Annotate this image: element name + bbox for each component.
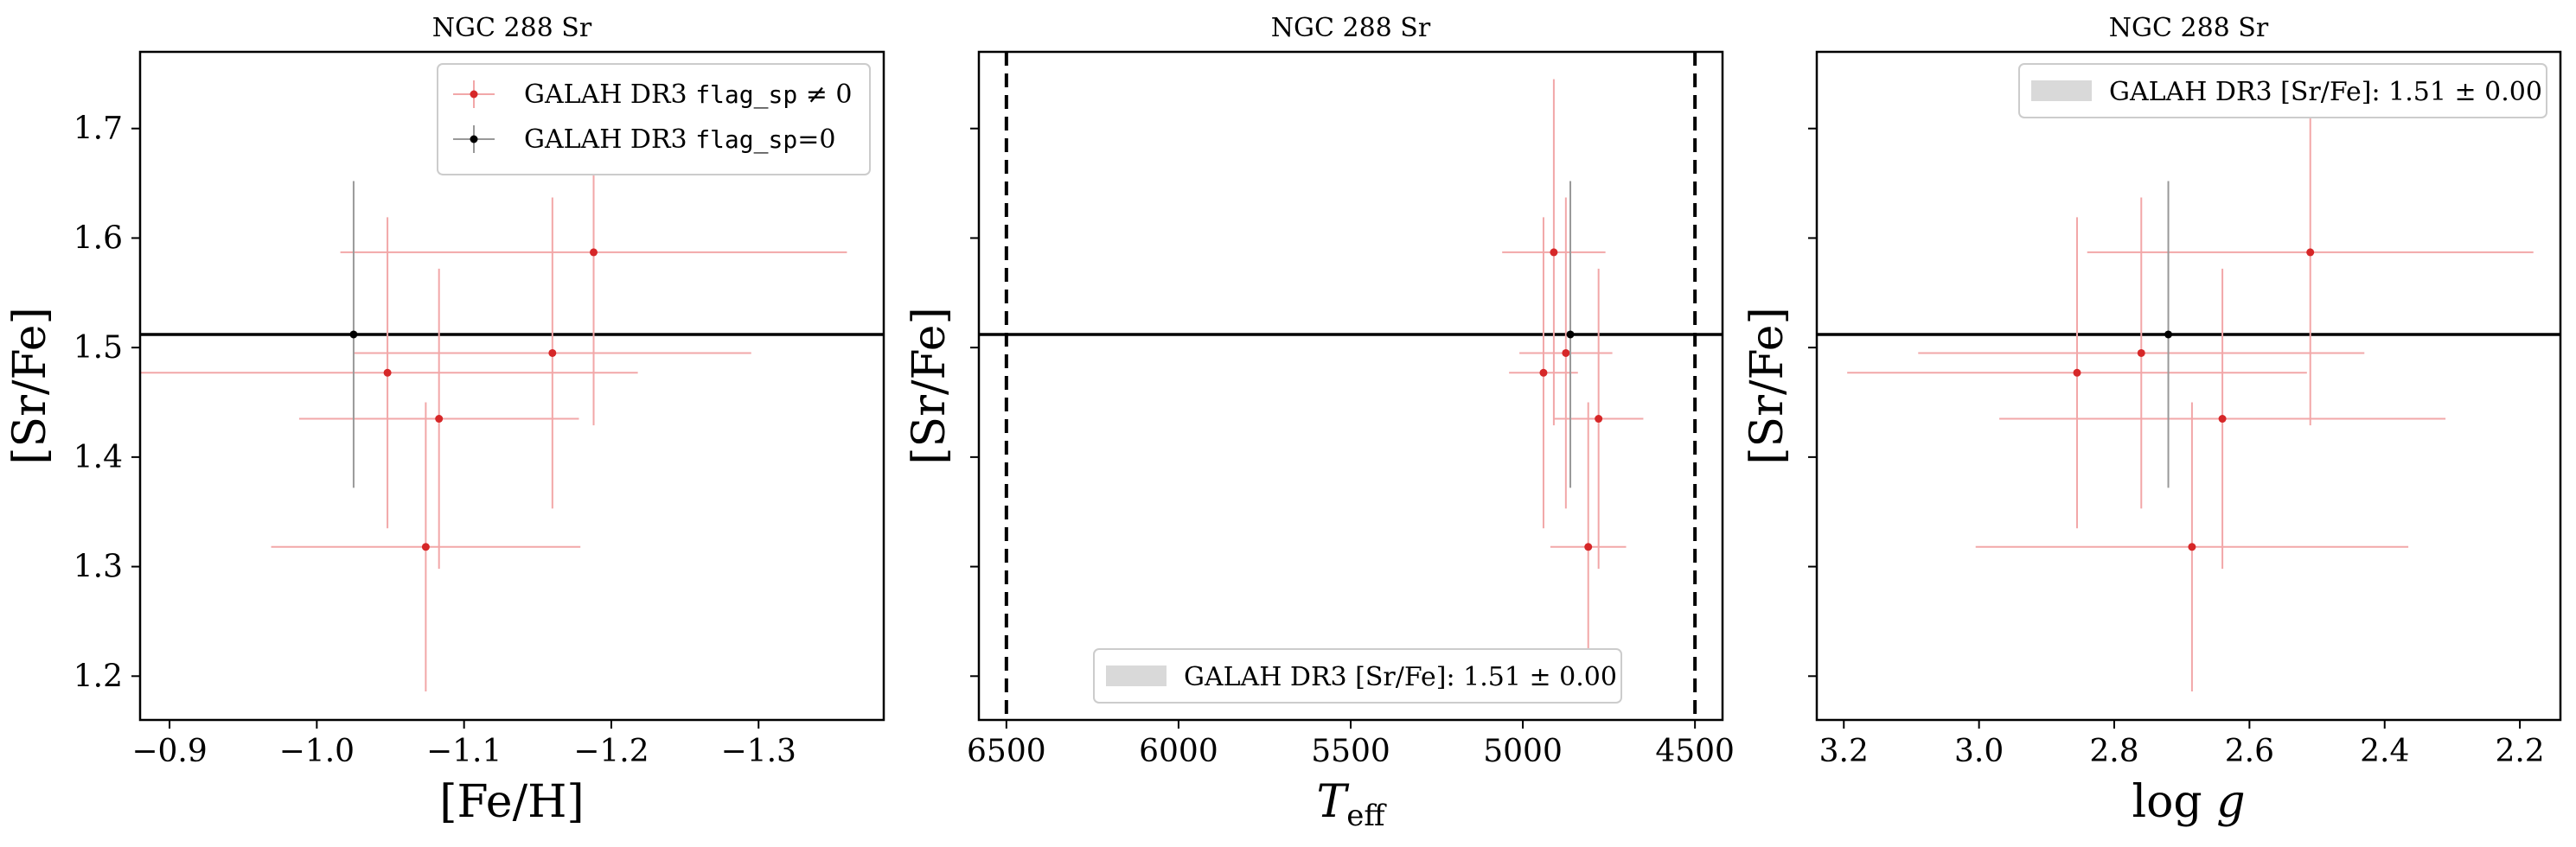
panel-2: 6500 6000 5500 5000 4500 NGC 288 Sr Teff [Sr/Fe… (904, 13, 1735, 833)
legend-entry-text: GALAH DR3 [Sr/Fe]: 1.51 ± 0.00 (2109, 77, 2542, 107)
x-axis-label: log g (2132, 776, 2245, 828)
y-tick-label: 1.6 (74, 220, 123, 256)
legend-entry-text: GALAH DR3 flag_sp=0 (524, 124, 835, 155)
y-axis-label: [Sr/Fe] (1742, 307, 1793, 465)
data-point-flag-nonzero (1550, 248, 1558, 257)
data-point-flag-nonzero (590, 248, 598, 257)
x-tick-label: 2.4 (2360, 734, 2409, 769)
data-point-flag-nonzero (383, 368, 392, 377)
panel-1: −0.9 −1.0 −1.1 −1.2 −1.3 1.2 1.3 1.4 1.5 1.6 1.7 NG… (4, 13, 885, 828)
y-tick-label: 1.2 (74, 659, 123, 694)
x-tick-label: 3.0 (1954, 734, 2004, 769)
plot-frame (1815, 50, 2562, 722)
legend-marker-point (470, 135, 478, 143)
x-tick-label: 4500 (1655, 734, 1735, 769)
data-point-flag-nonzero (2306, 248, 2315, 257)
x-tick-label: −0.9 (131, 734, 207, 769)
x-tick-label: −1.2 (573, 734, 649, 769)
data-point-flag-zero (2164, 330, 2173, 339)
data-point-flag-nonzero (2073, 368, 2081, 377)
legend-entry-text: GALAH DR3 flag_sp ≠ 0 (524, 80, 853, 110)
data-point-flag-nonzero (2188, 543, 2196, 551)
x-tick-label: 2.2 (2495, 734, 2544, 769)
legend-box (1093, 648, 1622, 704)
x-tick-label: 5500 (1311, 734, 1390, 769)
data-point-flag-nonzero (1539, 368, 1548, 377)
data-point-flag-nonzero (548, 348, 557, 357)
legend: GALAH DR3 [Sr/Fe]: 1.51 ± 0.00 (2018, 63, 2547, 118)
data-point-flag-nonzero (435, 415, 444, 424)
plot-frame (977, 50, 1724, 722)
data-point-flag-zero (349, 330, 358, 339)
legend-entry-prefix: GALAH DR3 (524, 80, 695, 110)
legend-entry-suffix: =0 (797, 124, 835, 155)
legend-entry-prefix: GALAH DR3 (524, 124, 695, 155)
panel-title: NGC 288 Sr (2109, 13, 2269, 43)
x-axis-label: [Fe/H] (439, 776, 584, 828)
data-point-flag-nonzero (1584, 543, 1593, 551)
data-point-flag-nonzero (2218, 415, 2227, 424)
plot-area (979, 52, 1723, 720)
y-tick-label: 1.4 (74, 440, 123, 475)
data-point-flag-nonzero (1562, 348, 1570, 357)
legend-band-swatch (1106, 666, 1167, 686)
x-tick-label: −1.0 (279, 734, 355, 769)
legend-entry-text: GALAH DR3 [Sr/Fe]: 1.51 ± 0.00 (1184, 662, 1617, 692)
x-tick-label: −1.1 (426, 734, 502, 769)
legend-entry-code: flag_sp (695, 125, 797, 155)
data-point-flag-nonzero (1595, 415, 1603, 424)
x-tick-label: 2.8 (2089, 734, 2138, 769)
x-axis-label-main: T (1317, 776, 1350, 828)
y-axis-label: [Sr/Fe] (904, 307, 956, 465)
x-axis-label-log: log (2132, 776, 2216, 828)
legend-marker-point (470, 90, 478, 99)
plot-area (1817, 79, 2560, 692)
y-tick-label: 1.5 (74, 330, 123, 366)
data-point-flag-nonzero (421, 543, 430, 551)
y-tick-label: 1.3 (74, 550, 123, 585)
legend-band-swatch (2031, 80, 2092, 101)
legend: GALAH DR3 [Sr/Fe]: 1.51 ± 0.00 (1093, 648, 1622, 704)
data-point-flag-zero (1566, 330, 1575, 339)
plot-frame (138, 50, 885, 722)
legend-entry-suffix: ≠ 0 (797, 80, 852, 110)
x-tick-label: 3.2 (1819, 734, 1869, 769)
y-axis-label: [Sr/Fe] (4, 307, 56, 465)
y-tick-label: 1.7 (74, 111, 123, 147)
x-axis-label-subscript: eff (1346, 799, 1387, 833)
panel-title: NGC 288 Sr (1271, 13, 1431, 43)
legend-box (437, 63, 871, 175)
x-axis-label-g: g (2216, 776, 2245, 828)
legend-entry-code: flag_sp (695, 80, 797, 110)
data-point-flag-nonzero (2137, 348, 2145, 357)
panel-title: NGC 288 Sr (432, 13, 592, 43)
x-tick-label: 6000 (1139, 734, 1218, 769)
panel-3: 3.2 3.0 2.8 2.6 2.4 2.2 NGC 288 Sr log g [Sr/Fe]… (1742, 13, 2562, 828)
x-tick-label: −1.3 (721, 734, 796, 769)
x-tick-label: 5000 (1483, 734, 1563, 769)
legend-box (2018, 63, 2547, 118)
x-tick-label: 6500 (967, 734, 1046, 769)
x-axis-label: Teff (1317, 776, 1388, 833)
x-tick-label: 2.6 (2225, 734, 2274, 769)
